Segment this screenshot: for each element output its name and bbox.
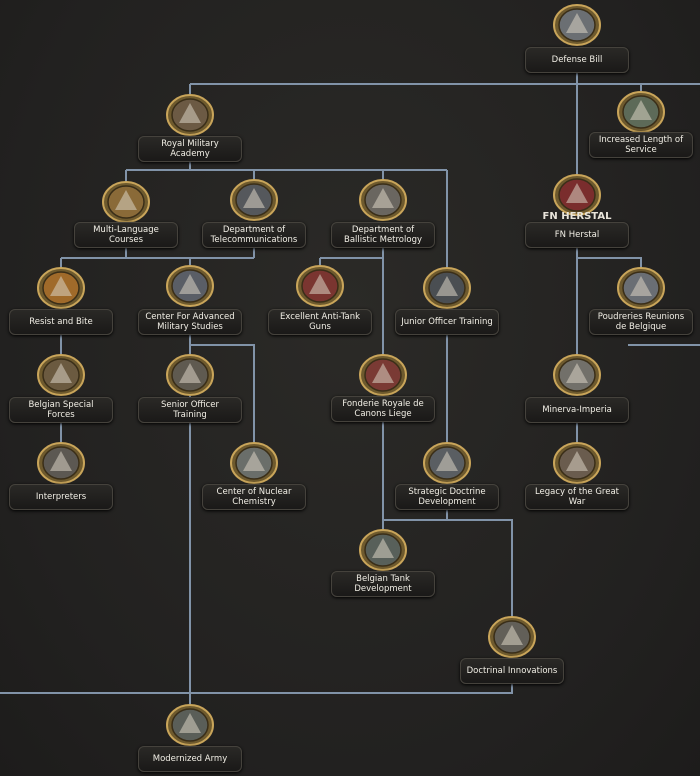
focus-label[interactable]: Center of Nuclear Chemistry — [202, 484, 306, 510]
focus-icon[interactable] — [36, 353, 86, 397]
focus-label[interactable]: Department of Ballistic Metrology — [331, 222, 435, 248]
connector — [576, 246, 700, 355]
focus-icon[interactable] — [552, 441, 602, 485]
focus-label[interactable]: Legacy of the Great War — [525, 484, 629, 510]
focus-label[interactable]: Royal Military Academy — [138, 136, 242, 162]
focus-label[interactable]: Strategic Doctrine Development — [395, 484, 499, 510]
focus-label[interactable]: Excellent Anti-Tank Guns — [268, 309, 372, 335]
focus-label[interactable]: Junior Officer Training — [395, 309, 499, 335]
connector — [0, 509, 513, 694]
icon-text: FN HERSTAL — [542, 211, 612, 222]
focus-icon[interactable] — [101, 180, 151, 224]
focus-label[interactable]: Doctrinal Innovations — [460, 658, 564, 684]
focus-label[interactable]: Multi-Language Courses — [74, 222, 178, 248]
connector — [60, 333, 255, 705]
focus-icon[interactable] — [36, 441, 86, 485]
focus-icon[interactable] — [165, 703, 215, 747]
focus-label[interactable]: Poudreries Reunions de Belgique — [589, 309, 693, 335]
focus-icon[interactable] — [165, 93, 215, 137]
focus-icon[interactable] — [358, 353, 408, 397]
focus-icon[interactable] — [422, 441, 472, 485]
focus-label[interactable]: Belgian Special Forces — [9, 397, 113, 423]
focus-label[interactable]: Resist and Bite — [9, 309, 113, 335]
focus-icon[interactable] — [552, 353, 602, 397]
focus-label[interactable]: Modernized Army — [138, 746, 242, 772]
focus-label[interactable]: Defense Bill — [525, 47, 629, 73]
focus-icon[interactable] — [616, 90, 666, 134]
connector — [189, 70, 700, 180]
focus-icon[interactable] — [616, 266, 666, 310]
focus-icon[interactable] — [487, 615, 537, 659]
focus-label[interactable]: Department of Telecommunications — [202, 222, 306, 248]
focus-label[interactable]: Belgian Tank Development — [331, 571, 435, 597]
focus-label[interactable]: Fonderie Royale de Canons Liege — [331, 396, 435, 422]
focus-label[interactable]: Increased Length of Service — [589, 132, 693, 158]
focus-label[interactable]: Center For Advanced Military Studies — [138, 309, 242, 335]
focus-icon[interactable] — [165, 353, 215, 397]
focus-icon[interactable] — [229, 441, 279, 485]
connector — [60, 246, 255, 268]
focus-label[interactable]: Interpreters — [9, 484, 113, 510]
focus-label[interactable]: FN Herstal — [525, 222, 629, 248]
focus-icon[interactable] — [165, 264, 215, 308]
focus-icon[interactable] — [295, 264, 345, 308]
focus-icon[interactable] — [552, 3, 602, 47]
focus-label[interactable]: Senior Officer Training — [138, 397, 242, 423]
focus-icon[interactable] — [358, 528, 408, 572]
connector — [319, 248, 384, 355]
focus-icon[interactable] — [422, 266, 472, 310]
focus-icon[interactable] — [229, 178, 279, 222]
focus-icon[interactable] — [358, 178, 408, 222]
connector — [125, 158, 448, 270]
focus-label[interactable]: Minerva-Imperia — [525, 397, 629, 423]
focus-icon[interactable] — [552, 173, 602, 217]
connector — [382, 333, 578, 530]
focus-icon[interactable] — [36, 266, 86, 310]
